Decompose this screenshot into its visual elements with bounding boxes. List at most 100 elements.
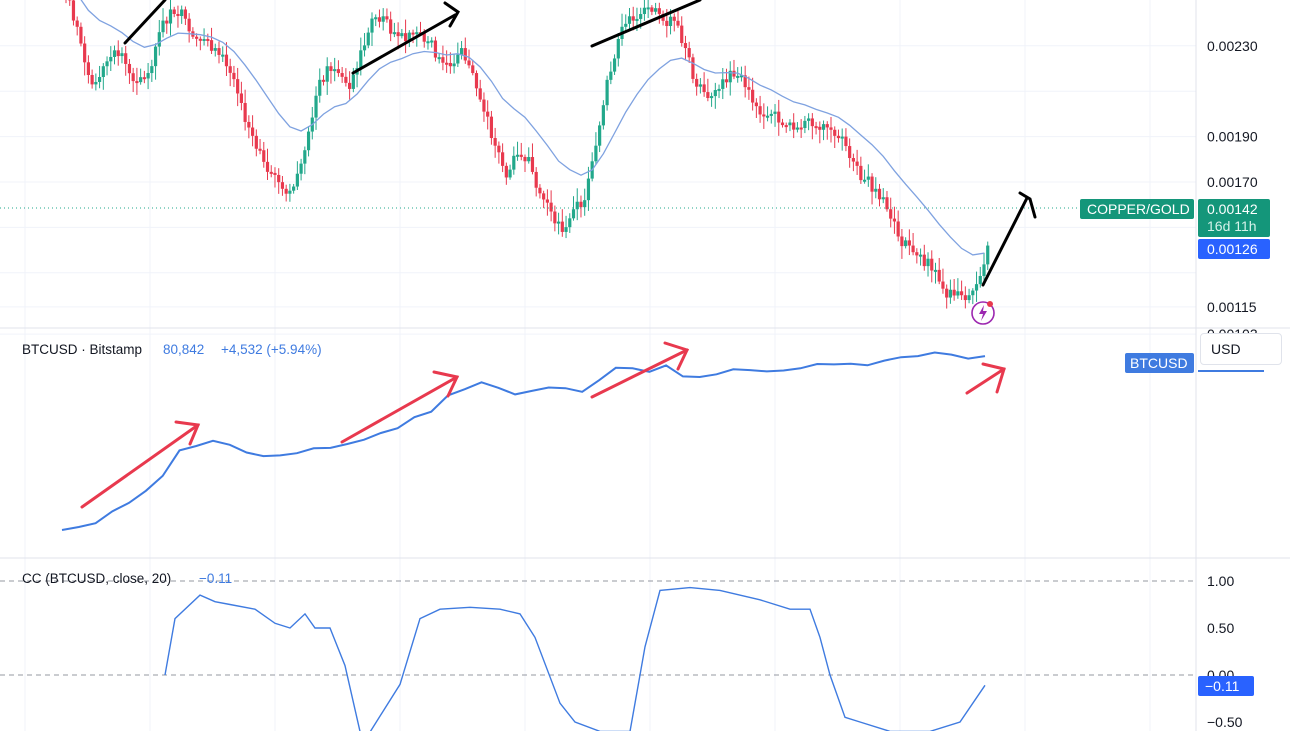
candle-body <box>896 221 900 237</box>
cc-tick-label: −0.50 <box>1207 714 1243 730</box>
candle-body <box>862 179 867 182</box>
cc-correlation-line <box>164 586 986 731</box>
candle-body <box>239 93 243 103</box>
candle-body <box>109 56 113 62</box>
candle-body <box>799 127 803 130</box>
candle-body <box>146 73 150 79</box>
candle-body <box>556 221 561 224</box>
candle-body <box>695 78 699 87</box>
candle-body <box>918 254 923 257</box>
red-arrow-line <box>340 375 459 444</box>
candle-body <box>501 152 505 166</box>
candle-body <box>153 46 158 67</box>
candle-body <box>344 76 348 83</box>
candle-body <box>527 157 531 162</box>
candle-body <box>672 16 676 21</box>
candle-body <box>758 106 762 115</box>
candle-body <box>904 240 908 247</box>
candle-body <box>124 53 128 64</box>
candle-body <box>161 20 165 33</box>
candle-body <box>411 32 415 35</box>
candle-body <box>795 127 800 130</box>
candle-body <box>900 236 904 247</box>
candle-body <box>788 122 792 126</box>
red-arrow-line <box>965 367 1006 395</box>
candle-body <box>176 13 180 17</box>
candle-body <box>709 96 714 99</box>
candle-body <box>101 66 105 78</box>
candle-body <box>172 9 176 14</box>
ma-value-tag: 0.00126 <box>1198 239 1270 259</box>
candle-body <box>135 81 139 84</box>
candle-body <box>351 74 355 89</box>
candle-body <box>489 116 494 139</box>
candle-body <box>631 16 635 21</box>
candle-body <box>579 201 583 208</box>
candle-body <box>273 172 277 175</box>
candle-body <box>807 118 811 121</box>
candle-body <box>646 7 650 10</box>
candle-body <box>747 87 751 90</box>
candle-body <box>202 38 206 41</box>
candle-body <box>907 240 911 246</box>
cc-value-tag: −0.11 <box>1198 676 1254 696</box>
candle-body <box>86 62 90 76</box>
candle-body <box>825 124 829 128</box>
candle-body <box>624 23 628 27</box>
candle-body <box>765 115 770 118</box>
candle-body <box>508 169 512 178</box>
candle-body <box>687 48 691 58</box>
btc-legend-symbol[interactable]: BTCUSD · Bitstamp <box>22 342 142 357</box>
cc-tag-text: −0.11 <box>1205 678 1240 694</box>
candle-body <box>926 258 930 267</box>
candle-body <box>254 135 258 149</box>
candle-body <box>523 156 527 162</box>
candle-body <box>258 148 262 151</box>
candle-body <box>601 105 605 126</box>
candle-body <box>217 48 221 55</box>
candle-body <box>269 171 273 174</box>
candle-body <box>769 113 773 116</box>
candlestick-series <box>65 0 990 309</box>
candle-body <box>486 111 490 117</box>
candle-body <box>474 73 479 89</box>
candle-body <box>743 75 747 88</box>
candle-body <box>661 13 665 21</box>
candle-body <box>459 48 464 55</box>
btc-tag-text: BTCUSD <box>1130 355 1188 371</box>
candle-body <box>542 193 546 200</box>
candle-body <box>303 150 307 164</box>
black-arrow-line <box>981 196 1029 287</box>
cc-legend[interactable]: CC (BTCUSD, close, 20) <box>22 571 171 586</box>
candle-body <box>654 8 658 12</box>
candle-body <box>545 199 549 203</box>
candle-body <box>717 88 721 91</box>
cc-legend-value: −0.11 <box>199 571 232 586</box>
candle-body <box>568 218 572 228</box>
candle-body <box>105 61 109 67</box>
candle-body <box>79 26 83 44</box>
red-arrow-line <box>80 423 200 509</box>
usd-scale-button[interactable]: USD <box>1200 333 1282 365</box>
candle-body <box>549 202 553 212</box>
candle-body <box>986 245 990 265</box>
lightning-icon[interactable] <box>971 301 995 325</box>
candle-body <box>728 70 732 83</box>
candle-body <box>228 66 232 73</box>
candle-body <box>657 8 661 14</box>
btc-price-line <box>61 351 986 531</box>
moving-average-line <box>80 0 985 256</box>
candle-body <box>642 7 647 15</box>
candle-body <box>441 57 445 63</box>
candle-body <box>456 54 460 64</box>
candle-body <box>299 163 303 174</box>
black-arrow-line <box>351 13 457 75</box>
candle-body <box>284 188 288 194</box>
candle-body <box>773 111 777 114</box>
candle-body <box>937 269 941 282</box>
candle-body <box>97 77 102 82</box>
btc-legend-change: +4,532 (+5.94%) <box>221 342 322 357</box>
countdown-tag-text: 16d 11h <box>1207 218 1257 234</box>
candle-body <box>471 65 475 74</box>
